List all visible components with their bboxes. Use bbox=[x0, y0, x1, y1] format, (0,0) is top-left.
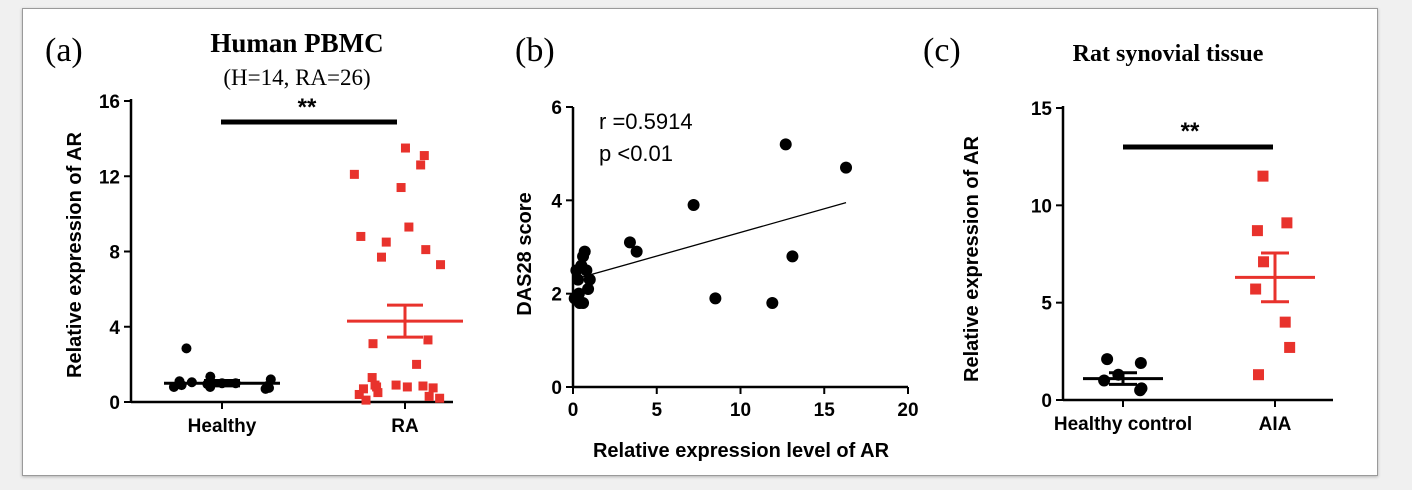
panel-b-y-axis-label: DAS28 score bbox=[514, 192, 536, 315]
panel-a-x-tick-label: Healthy bbox=[188, 416, 257, 437]
panel-a-y-tick-label: 8 bbox=[109, 243, 120, 264]
panel-a-significance-label: ** bbox=[298, 94, 317, 121]
panel-c-point bbox=[1251, 225, 1263, 237]
panel-c-point bbox=[1279, 316, 1291, 328]
panel-b-r-annotation: r =0.5914 bbox=[599, 109, 693, 134]
panel-a-point bbox=[423, 335, 433, 345]
panel-a-point bbox=[367, 373, 377, 383]
panel-a-point bbox=[391, 380, 401, 390]
panel-b-point bbox=[623, 236, 636, 249]
panel-a-subtitle: (H=14, RA=26) bbox=[223, 65, 370, 90]
panel-c-x-tick-label: Healthy control bbox=[1054, 414, 1192, 435]
panel-a-point bbox=[418, 381, 428, 391]
panel-a-y-tick-label: 12 bbox=[99, 167, 120, 188]
panel-b-point bbox=[630, 245, 643, 258]
panel-b: (b) DAS28 score Relative expression leve… bbox=[514, 32, 919, 462]
panel-c-title: Rat synovial tissue bbox=[1073, 41, 1264, 67]
panel-a-point bbox=[400, 143, 410, 153]
panel-b-point bbox=[578, 245, 591, 258]
panel-b-point bbox=[572, 273, 585, 286]
panel-c-point bbox=[1134, 357, 1147, 370]
panel-b-x-tick-label: 10 bbox=[730, 400, 751, 421]
panel-b-point bbox=[766, 297, 779, 309]
panel-b-point bbox=[687, 199, 700, 211]
panel-a-point bbox=[356, 231, 366, 241]
panel-b-y-tick-label: 6 bbox=[551, 98, 562, 119]
panel-b-y-tick-label: 0 bbox=[551, 378, 562, 399]
panel-b-y-tick-label: 4 bbox=[551, 191, 562, 212]
panel-a-point bbox=[419, 151, 429, 161]
panel-c-point bbox=[1257, 170, 1269, 182]
panel-c: (c) Rat synovial tissue Relative express… bbox=[923, 32, 1333, 435]
panel-b-point bbox=[786, 250, 799, 263]
panel-b-point bbox=[580, 264, 593, 277]
panel-a-point bbox=[373, 388, 383, 398]
panel-a-point bbox=[368, 339, 378, 349]
panel-c-y-tick-label: 0 bbox=[1041, 391, 1052, 412]
panel-c-point bbox=[1258, 256, 1270, 268]
panel-b-fit-line bbox=[572, 202, 847, 281]
figure-frame: (a) Human PBMC (H=14, RA=26) Relative ex… bbox=[22, 8, 1378, 476]
panel-a-point bbox=[412, 359, 422, 369]
panel-b-x-tick-label: 0 bbox=[568, 400, 579, 421]
panel-a-point bbox=[421, 245, 431, 255]
panel-b-point bbox=[582, 283, 595, 295]
panel-c-y-tick-label: 10 bbox=[1031, 196, 1052, 217]
panel-b-point bbox=[840, 161, 853, 174]
panel-b-point bbox=[709, 292, 722, 305]
panel-b-point bbox=[779, 138, 792, 151]
panel-a-point bbox=[349, 169, 359, 179]
panel-a-point bbox=[181, 343, 192, 354]
panel-a-point bbox=[428, 383, 438, 393]
panel-c-significance-label: ** bbox=[1181, 118, 1200, 145]
panel-c-y-tick-label: 5 bbox=[1041, 294, 1052, 315]
panel-c-point bbox=[1281, 217, 1293, 229]
panel-a-point bbox=[404, 222, 414, 232]
panel-a-point bbox=[396, 183, 406, 193]
panel-b-x-tick-label: 15 bbox=[814, 400, 836, 421]
panel-a-point bbox=[358, 384, 368, 394]
panel-a: (a) Human PBMC (H=14, RA=26) Relative ex… bbox=[45, 28, 463, 437]
panel-a-title: Human PBMC bbox=[210, 28, 383, 58]
panel-a-y-tick-label: 0 bbox=[109, 393, 120, 414]
panel-a-point bbox=[361, 395, 371, 405]
panel-c-point bbox=[1101, 353, 1114, 366]
panel-b-x-tick-label: 5 bbox=[651, 400, 662, 421]
panel-a-point bbox=[416, 160, 426, 170]
panel-a-point bbox=[174, 376, 185, 387]
panel-b-y-tick-label: 2 bbox=[551, 285, 562, 306]
panel-a-point bbox=[354, 389, 364, 399]
panel-c-label: (c) bbox=[923, 32, 961, 69]
panel-a-point bbox=[376, 252, 386, 262]
panel-c-point bbox=[1250, 283, 1262, 295]
panel-a-y-axis-label: Relative expression of AR bbox=[64, 131, 86, 378]
panel-b-x-tick-label: 20 bbox=[897, 400, 918, 421]
panel-c-point bbox=[1284, 341, 1296, 353]
panel-a-y-tick-label: 4 bbox=[109, 318, 120, 339]
panel-b-point bbox=[583, 273, 596, 286]
panel-b-point bbox=[577, 297, 590, 309]
panel-c-point bbox=[1253, 369, 1265, 381]
panel-a-point bbox=[381, 237, 391, 247]
panel-c-y-axis-label: Relative expression of AR bbox=[961, 135, 983, 382]
panel-c-y-tick-label: 15 bbox=[1031, 99, 1053, 120]
panel-b-x-axis-label: Relative expression level of AR bbox=[593, 440, 890, 462]
panel-b-p-annotation: p <0.01 bbox=[599, 141, 673, 166]
panel-a-label: (a) bbox=[45, 32, 83, 69]
panel-c-point bbox=[1098, 374, 1111, 387]
panel-c-x-tick-label: AIA bbox=[1259, 414, 1292, 435]
panel-b-point bbox=[572, 287, 585, 300]
panel-a-point bbox=[402, 382, 412, 392]
panel-a-point bbox=[370, 380, 380, 390]
panel-a-point bbox=[435, 393, 445, 403]
panel-c-point bbox=[1135, 382, 1148, 395]
panel-b-label: (b) bbox=[515, 32, 555, 69]
panel-a-point bbox=[436, 260, 446, 270]
panel-a-y-tick-label: 16 bbox=[99, 92, 120, 113]
panel-a-point bbox=[424, 391, 434, 401]
panel-a-x-tick-label: RA bbox=[391, 416, 419, 437]
figure-svg: (a) Human PBMC (H=14, RA=26) Relative ex… bbox=[45, 28, 1333, 462]
